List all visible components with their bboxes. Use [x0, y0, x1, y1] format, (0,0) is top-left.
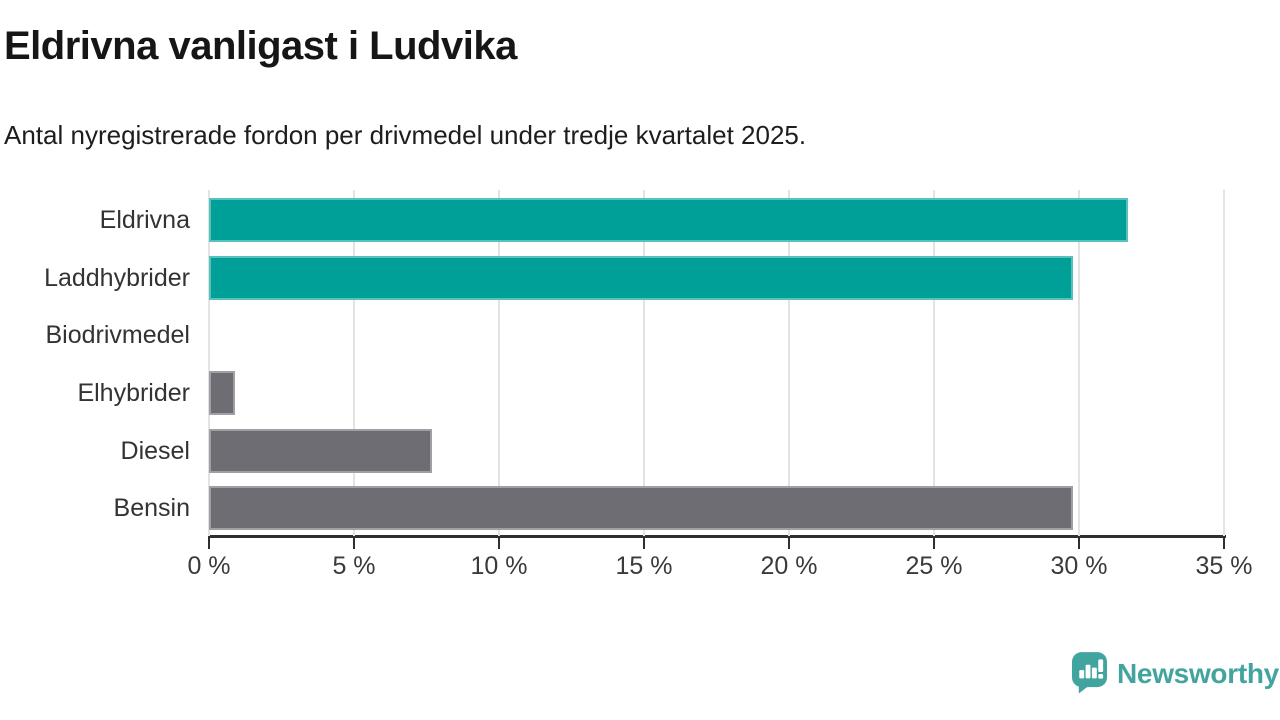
- gridline-0: [208, 190, 210, 536]
- gridline-5: [353, 190, 355, 536]
- x-tick-label-5: 5 %: [332, 552, 376, 580]
- x-tick-label-0: 0 %: [187, 552, 231, 580]
- x-tick-label-10: 10 %: [470, 552, 528, 580]
- x-axis-tick-15: [643, 537, 645, 549]
- plot-area: 0 % 5 % 10 % 15 % 20 % 25 % 30 % 35 %: [187, 190, 1252, 580]
- bar-eldrivna: [209, 198, 1128, 242]
- category-label-bensin: Bensin: [113, 494, 190, 523]
- bar-diesel: [209, 428, 432, 473]
- bar-elhybrider: [209, 370, 235, 415]
- x-tick-label-15: 15 %: [615, 552, 673, 580]
- x-axis-tick-30: [1078, 537, 1080, 549]
- category-label-biodrivmedel: Biodrivmedel: [45, 321, 190, 350]
- branding: Newsworthy: [1071, 651, 1279, 696]
- category-axis: Eldrivna Laddhybrider Biodrivmedel Elhybrid…: [0, 190, 190, 536]
- category-label-eldrivna: Eldrivna: [99, 206, 190, 234]
- gridline-25: [933, 190, 935, 536]
- x-tick-label-35: 35 %: [1195, 552, 1253, 580]
- category-label-elhybrider: Elhybrider: [77, 378, 190, 407]
- x-axis-tick-5: [353, 537, 355, 549]
- x-tick-label-20: 20 %: [760, 552, 818, 580]
- category-label-laddhybrider: Laddhybrider: [44, 263, 190, 292]
- gridline-30: [1078, 190, 1080, 536]
- x-axis-tick-20: [788, 537, 790, 549]
- x-axis-tick-35: [1223, 537, 1225, 549]
- gridline-15: [643, 190, 645, 536]
- x-axis-tick-25: [933, 537, 935, 549]
- x-tick-label-30: 30 %: [1050, 552, 1108, 580]
- x-axis-tick-10: [498, 537, 500, 549]
- newsworthy-logo-text: Newsworthy: [1117, 657, 1279, 689]
- gridline-20: [788, 190, 790, 536]
- gridline-35: [1223, 190, 1225, 536]
- gridline-10: [498, 190, 500, 536]
- bar-bensin: [209, 486, 1073, 531]
- x-axis-tick-0: [208, 537, 210, 549]
- category-label-diesel: Diesel: [120, 436, 190, 465]
- bar-laddhybrider: [209, 255, 1073, 300]
- chart-subtitle: Antal nyregistrerade fordon per drivmede…: [4, 120, 807, 150]
- chart-title: Eldrivna vanligast i Ludvika: [4, 24, 517, 68]
- x-tick-label-25: 25 %: [905, 552, 963, 580]
- x-axis-line: [208, 535, 1226, 538]
- newsworthy-logo-icon: [1071, 652, 1108, 694]
